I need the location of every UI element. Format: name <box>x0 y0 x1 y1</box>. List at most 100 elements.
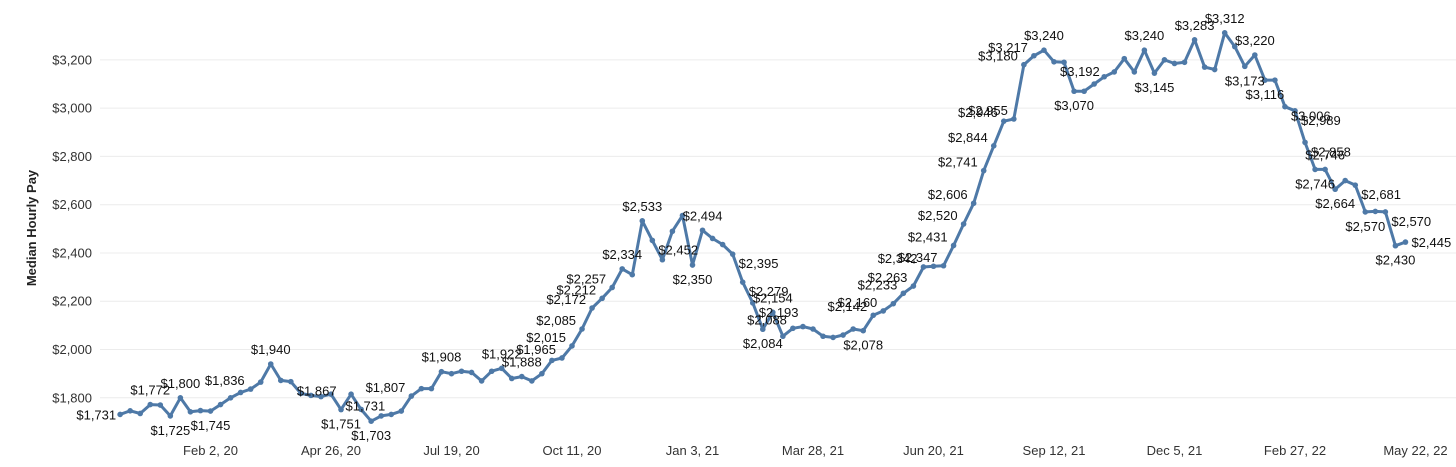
data-point <box>579 326 585 332</box>
data-point <box>1241 63 1248 70</box>
data-point <box>599 295 605 302</box>
data-point <box>689 262 696 268</box>
data-point <box>1021 61 1027 68</box>
data-point <box>1402 239 1409 245</box>
data-point <box>1101 73 1108 80</box>
data-point <box>790 325 796 332</box>
data-point <box>147 401 154 408</box>
data-point <box>709 235 716 242</box>
data-point <box>127 408 133 414</box>
y-tick-label: $2,400 <box>52 245 92 260</box>
data-label: $2,193 <box>759 305 799 320</box>
data-point <box>549 357 555 364</box>
data-point <box>1041 47 1047 54</box>
data-point <box>1051 58 1057 65</box>
data-point <box>298 390 304 397</box>
data-point <box>117 411 123 418</box>
data-point <box>217 401 224 408</box>
data-point <box>1031 52 1037 59</box>
data-point <box>1071 88 1077 95</box>
data-label: $2,088 <box>747 312 787 327</box>
data-labels: $1,731 $1,772 $1,725 $1,800 $1,745 $1,836 $1,9… <box>76 11 1451 443</box>
data-point <box>398 408 405 414</box>
data-point <box>880 308 887 314</box>
data-point <box>1282 103 1288 110</box>
data-point <box>970 200 977 207</box>
data-point <box>980 167 987 174</box>
data-point <box>458 368 465 375</box>
data-point <box>920 264 927 270</box>
data-point <box>157 402 164 408</box>
data-point <box>418 385 425 392</box>
data-point <box>328 391 334 397</box>
data-label: $2,233 <box>858 277 898 292</box>
data-label: $1,731 <box>345 398 385 413</box>
data-point <box>1000 118 1007 124</box>
data-label: $1,940 <box>251 342 291 357</box>
x-tick-label: Sep 12, 21 <box>1023 443 1086 458</box>
data-point <box>468 369 475 376</box>
data-label: $3,220 <box>1235 33 1275 48</box>
data-point <box>1221 30 1228 36</box>
data-point <box>1262 77 1268 83</box>
data-point <box>257 379 264 385</box>
data-point <box>1292 107 1298 114</box>
data-label: $2,172 <box>546 292 586 307</box>
data-point <box>1362 209 1369 215</box>
data-point <box>900 290 907 297</box>
data-point <box>438 368 445 375</box>
data-point <box>1342 177 1349 184</box>
data-points <box>117 30 1409 425</box>
data-point <box>247 386 254 392</box>
data-label: $1,731 <box>76 407 116 422</box>
data-point <box>559 355 565 361</box>
data-label: $2,085 <box>536 313 576 328</box>
data-label: $2,989 <box>1301 113 1341 128</box>
data-point <box>308 392 314 399</box>
x-tick-label: Apr 26, 20 <box>301 443 361 458</box>
data-point <box>749 300 756 306</box>
data-label: $2,263 <box>868 270 908 285</box>
data-point <box>1201 64 1208 70</box>
data-point <box>368 418 374 425</box>
data-label: $2,606 <box>928 187 968 202</box>
data-label: $1,965 <box>516 342 556 357</box>
data-point <box>1081 88 1087 95</box>
series-line <box>118 31 1407 423</box>
data-point <box>830 334 836 341</box>
data-point <box>348 391 354 397</box>
data-point <box>669 228 676 235</box>
data-point <box>609 284 615 291</box>
y-axis-ticks: $1,800 $2,000 $2,200 $2,400 $2,600 $2,800 $3,0… <box>52 52 92 405</box>
data-label: $2,160 <box>838 295 878 310</box>
data-label: $1,800 <box>160 376 200 391</box>
data-point <box>448 370 455 377</box>
data-point <box>1211 66 1218 73</box>
data-label: $3,312 <box>1205 11 1245 26</box>
x-tick-label: Feb 2, 20 <box>183 443 238 458</box>
data-point <box>950 242 957 249</box>
data-point <box>1171 60 1178 67</box>
data-label: $3,192 <box>1060 64 1100 79</box>
data-point <box>840 332 846 338</box>
data-point <box>428 385 435 392</box>
y-tick-label: $2,800 <box>52 149 92 164</box>
data-point <box>1372 208 1379 215</box>
data-point <box>177 394 184 401</box>
data-point <box>739 279 746 285</box>
data-point <box>518 373 525 380</box>
data-point <box>770 309 776 316</box>
data-label: $2,430 <box>1376 253 1416 268</box>
data-label: $2,520 <box>918 208 958 223</box>
data-label: $3,240 <box>1024 28 1064 43</box>
data-label: $2,955 <box>968 103 1008 118</box>
data-label: $2,078 <box>843 338 883 353</box>
grid-lines <box>100 59 1456 399</box>
data-point <box>890 300 897 307</box>
data-label: $1,725 <box>150 423 190 438</box>
data-label: $3,173 <box>1225 73 1265 88</box>
y-axis-title: Median Hourly Pay <box>24 169 39 286</box>
data-label: $1,703 <box>351 428 391 443</box>
data-label: $2,334 <box>602 247 642 262</box>
data-point <box>860 327 867 334</box>
